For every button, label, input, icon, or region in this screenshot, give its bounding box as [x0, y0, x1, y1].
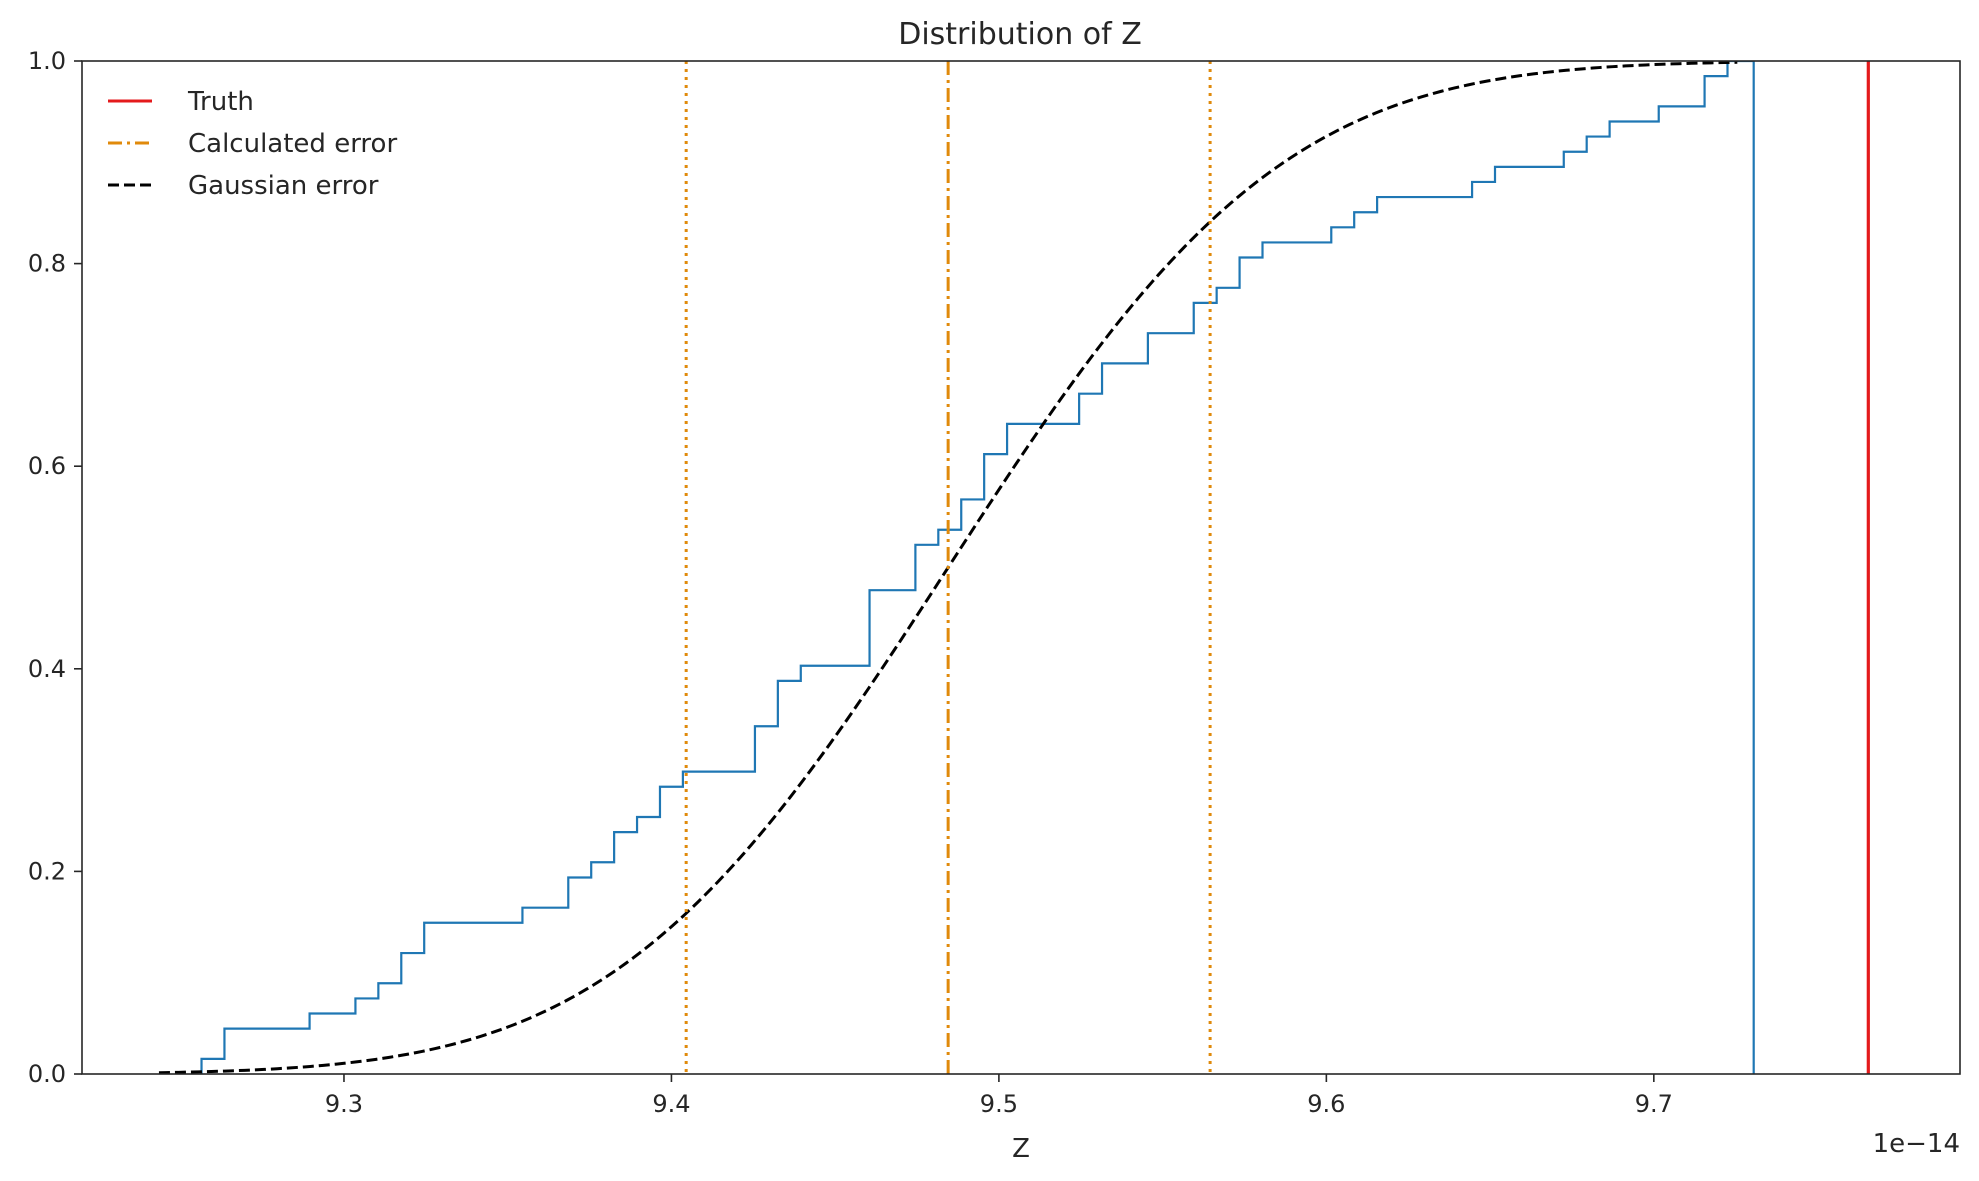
x-tick-label-2: 9.5 [980, 1090, 1018, 1118]
x-axis-offset-label: 1e−14 [1873, 1129, 1960, 1159]
legend-label-0: Truth [187, 87, 254, 117]
y-tick-label-3: 0.6 [28, 452, 66, 480]
ecdf-step-line [200, 61, 1755, 1074]
y-tick-label-1: 0.2 [28, 857, 66, 885]
x-tick-label-3: 9.6 [1307, 1090, 1345, 1118]
y-tick-label-2: 0.4 [28, 655, 66, 683]
legend-label-1: Calculated error [188, 129, 397, 159]
legend-label-2: Gaussian error [188, 171, 379, 201]
y-tick-label-0: 0.0 [28, 1060, 66, 1088]
x-axis-label: Z [1012, 1134, 1030, 1164]
chart-title: Distribution of Z [898, 17, 1142, 52]
y-tick-label-4: 0.8 [28, 250, 66, 278]
axes: 9.3 9.4 9.5 9.6 9.7 0.0 0.2 0.4 0.6 0.8 1.0 [28, 47, 1961, 1118]
y-tick-label-5: 1.0 [28, 47, 66, 75]
x-tick-label-4: 9.7 [1635, 1090, 1673, 1118]
plot-area [158, 61, 1870, 1074]
legend: Truth Calculated error Gaussian error [108, 87, 397, 201]
x-tick-label-1: 9.4 [652, 1090, 690, 1118]
axes-frame [81, 60, 1961, 1075]
x-tick-label-0: 9.3 [325, 1090, 363, 1118]
